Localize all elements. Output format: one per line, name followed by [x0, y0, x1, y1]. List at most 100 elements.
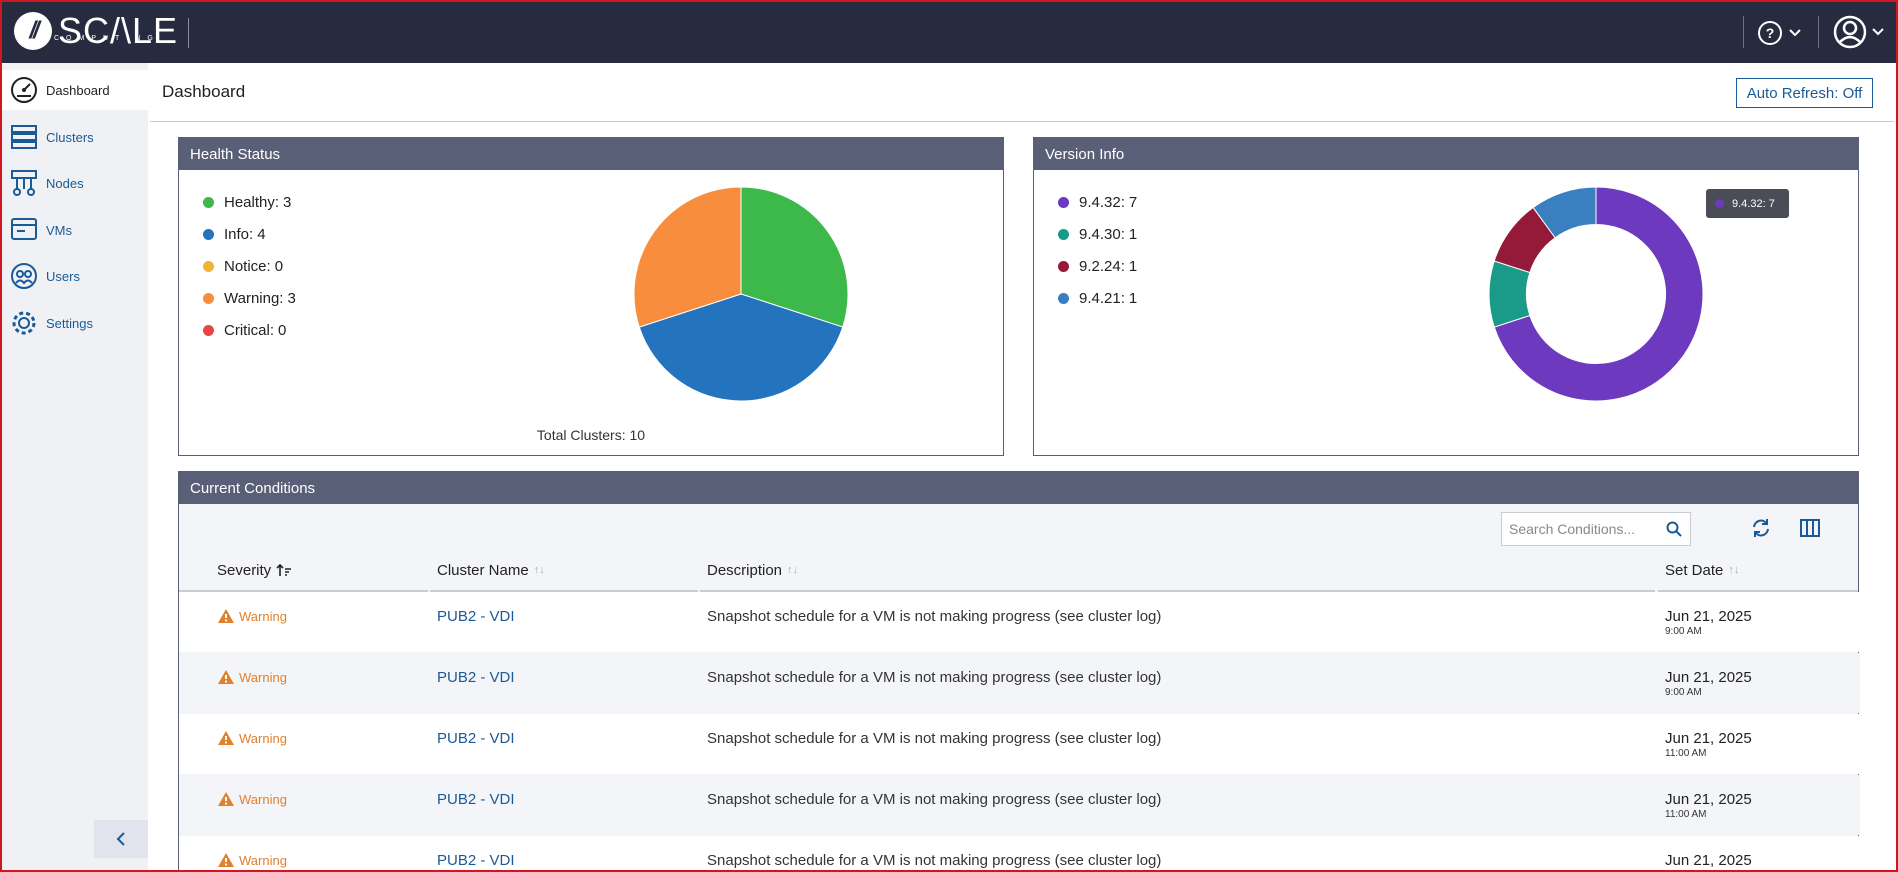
- time-text: 9:00 AM: [1665, 626, 1702, 637]
- legend-swatch: [203, 228, 214, 240]
- chart-tooltip: 9.4.32: 7: [1706, 189, 1789, 218]
- legend-value: 3: [283, 193, 292, 211]
- cluster-name-link[interactable]: PUB2 - VDI: [437, 791, 515, 808]
- cluster-name-link[interactable]: PUB2 - VDI: [437, 608, 515, 625]
- sort-ascending-icon: [276, 563, 292, 576]
- topbar-divider: [1818, 16, 1819, 48]
- legend-value: 3: [287, 289, 296, 307]
- severity-label: Warning: [239, 669, 287, 685]
- pie-slice-9-4-32[interactable]: [1493, 186, 1704, 402]
- legend-value: 0: [274, 257, 284, 275]
- sidebar-item-settings[interactable]: Settings: [2, 303, 148, 343]
- sidebar-item-vms[interactable]: VMs: [2, 210, 148, 250]
- page-title: Dashboard: [162, 82, 246, 101]
- set-date-cell: Jun 21, 2025 11:00 AM: [1665, 730, 1752, 759]
- legend-item[interactable]: 9.4.30: 1: [1058, 218, 1137, 250]
- column-header-cluster-name[interactable]: Cluster Name ↑↓: [430, 550, 698, 592]
- column-header-severity[interactable]: Severity: [179, 550, 428, 592]
- severity-cell: Warning: [217, 669, 287, 685]
- legend-swatch: [1058, 260, 1069, 272]
- pie-slice-info[interactable]: [638, 293, 844, 402]
- svg-text:?: ?: [1766, 25, 1775, 41]
- column-header-set-date[interactable]: Set Date ↑↓: [1658, 550, 1858, 592]
- logo-mark: //: [14, 12, 52, 50]
- settings-icon: [12, 311, 36, 335]
- legend-label: 9.4.32:: [1079, 193, 1125, 211]
- legend-item[interactable]: 9.2.24: 1: [1058, 250, 1137, 282]
- logo-wordmark: SC/\LE: [58, 10, 179, 51]
- header-divider: [150, 121, 1894, 122]
- description-cell: Snapshot schedule for a VM is not making…: [707, 730, 1162, 747]
- warning-icon: [218, 731, 234, 745]
- table-row[interactable]: Warning PUB2 - VDI Snapshot schedule for…: [179, 714, 1860, 774]
- clusters-icon: [11, 125, 37, 149]
- cluster-name-link[interactable]: PUB2 - VDI: [437, 730, 515, 747]
- legend-label: Info:: [224, 225, 254, 243]
- cluster-name-link[interactable]: PUB2 - VDI: [437, 669, 515, 686]
- legend-swatch: [203, 324, 214, 336]
- sort-icon: ↑↓: [787, 564, 799, 576]
- legend-item[interactable]: Critical: 0: [203, 314, 296, 346]
- search-input[interactable]: [1509, 521, 1659, 537]
- legend-swatch: [1058, 228, 1069, 240]
- vms-icon: [11, 218, 37, 240]
- pie-slice-warning[interactable]: [633, 186, 742, 328]
- legend-item[interactable]: Warning: 3: [203, 282, 296, 314]
- table-row[interactable]: Warning PUB2 - VDI Snapshot schedule for…: [179, 836, 1860, 872]
- sidebar-item-clusters[interactable]: Clusters: [2, 117, 148, 157]
- cluster-name-link[interactable]: PUB2 - VDI: [437, 852, 515, 869]
- version-info-panel: Version Info 9.4.32: 7 9.4.30: 1 9.2.24: 1 9.4…: [1033, 137, 1859, 456]
- pie-slice-healthy[interactable]: [740, 186, 849, 328]
- legend-item[interactable]: Notice: 0: [203, 250, 296, 282]
- severity-label: Warning: [239, 730, 287, 746]
- legend-item[interactable]: Healthy: 3: [203, 186, 296, 218]
- scale-logo[interactable]: // SC/\LE: [14, 12, 178, 50]
- severity-label: Warning: [239, 791, 287, 807]
- time-text: 11:00 AM: [1665, 748, 1707, 759]
- collapse-sidebar-button[interactable]: [94, 820, 148, 858]
- refresh-icon[interactable]: [1750, 517, 1772, 539]
- time-text: 11:00 AM: [1665, 809, 1707, 820]
- chevron-down-icon: [1872, 28, 1884, 36]
- search-icon[interactable]: [1666, 521, 1682, 537]
- legend-label: 9.4.21:: [1079, 289, 1125, 307]
- legend-label: Notice:: [224, 257, 271, 275]
- description-cell: Snapshot schedule for a VM is not making…: [707, 852, 1162, 869]
- table-row[interactable]: Warning PUB2 - VDI Snapshot schedule for…: [179, 653, 1860, 713]
- tooltip-swatch: [1715, 199, 1724, 208]
- tooltip-text: 9.4.32: 7: [1732, 197, 1775, 210]
- table-row[interactable]: Warning PUB2 - VDI Snapshot schedule for…: [179, 592, 1860, 652]
- total-clusters-value: 10: [629, 427, 646, 443]
- legend-label: Healthy:: [224, 193, 280, 211]
- columns-icon[interactable]: [1800, 519, 1820, 537]
- sort-icon: ↑↓: [533, 564, 545, 576]
- sidebar-item-dashboard[interactable]: Dashboard: [2, 70, 148, 110]
- legend-swatch: [203, 292, 214, 304]
- legend-item[interactable]: 9.4.32: 7: [1058, 186, 1137, 218]
- severity-cell: Warning: [217, 608, 287, 624]
- sidebar-item-label: Nodes: [46, 175, 84, 191]
- help-menu-button[interactable]: ?: [1757, 20, 1801, 46]
- legend-value: 1: [1128, 257, 1138, 275]
- column-header-description[interactable]: Description ↑↓: [700, 550, 1655, 592]
- legend-item[interactable]: Info: 4: [203, 218, 296, 250]
- auto-refresh-button[interactable]: Auto Refresh: Off: [1736, 78, 1873, 108]
- user-menu-button[interactable]: [1832, 14, 1884, 50]
- legend-label: 9.2.24:: [1079, 257, 1125, 275]
- sidebar: Dashboard Clusters Nodes VMs Users Setti…: [2, 63, 148, 872]
- sidebar-item-nodes[interactable]: Nodes: [2, 163, 148, 203]
- panel-title: Version Info: [1034, 138, 1858, 170]
- severity-cell: Warning: [217, 791, 287, 807]
- health-legend: Healthy: 3 Info: 4 Notice: 0 Warning: 3 Critical…: [203, 186, 296, 346]
- severity-label: Warning: [239, 608, 287, 624]
- sidebar-item-users[interactable]: Users: [2, 256, 148, 296]
- pie-slice-9-4-21[interactable]: [1532, 186, 1597, 239]
- legend-value: 1: [1128, 289, 1138, 307]
- set-date-cell: Jun 21, 2025: [1665, 852, 1752, 870]
- search-conditions: [1501, 512, 1691, 546]
- current-conditions-panel: Current Conditions Severity Cluster Name…: [178, 471, 1860, 872]
- legend-item[interactable]: 9.4.21: 1: [1058, 282, 1137, 314]
- legend-value: 0: [278, 321, 287, 339]
- table-row[interactable]: Warning PUB2 - VDI Snapshot schedule for…: [179, 775, 1860, 835]
- legend-swatch: [1058, 196, 1069, 208]
